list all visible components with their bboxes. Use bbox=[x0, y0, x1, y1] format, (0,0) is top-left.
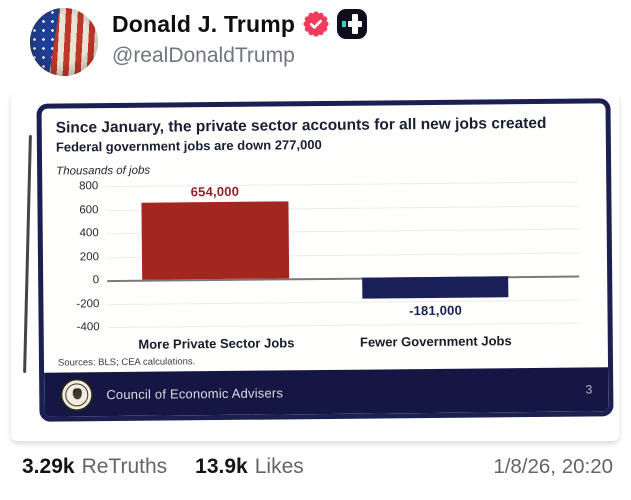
avatar-shading bbox=[30, 8, 98, 76]
likes-label: Likes bbox=[254, 455, 304, 478]
post-media-image[interactable]: Since January, the private sector accoun… bbox=[11, 93, 619, 441]
photo-edge-artifact bbox=[23, 134, 32, 374]
y-tick-label: -200 bbox=[76, 297, 100, 310]
y-tick-label: 800 bbox=[79, 180, 99, 193]
bar-chart: 800 600 400 200 0 -200 -400 654,000 -181,000 Mor… bbox=[56, 173, 594, 356]
slide-body: Since January, the private sector accoun… bbox=[42, 103, 609, 372]
y-tick-label: 600 bbox=[79, 203, 99, 216]
bar-value-label: -181,000 bbox=[408, 302, 463, 319]
retruths-label: ReTruths bbox=[81, 455, 168, 478]
category-label: More Private Sector Jobs bbox=[138, 335, 295, 352]
author-name[interactable]: Donald J. Trump bbox=[112, 10, 296, 37]
footer-org-name: Council of Economic Advisers bbox=[106, 384, 284, 402]
cea-slide: Since January, the private sector accoun… bbox=[36, 98, 614, 422]
y-tick-label: 200 bbox=[79, 250, 100, 263]
category-labels: More Private Sector Jobs Fewer Government… bbox=[108, 333, 580, 355]
likes-stat[interactable]: 13.9k Likes bbox=[195, 455, 304, 479]
slide-page-number: 3 bbox=[585, 382, 593, 397]
retruths-stat[interactable]: 3.29k ReTruths bbox=[22, 455, 167, 479]
avatar[interactable] bbox=[30, 8, 98, 76]
author-handle[interactable]: @realDonaldTrump bbox=[112, 44, 295, 67]
author-row: Donald J. Trump bbox=[112, 8, 368, 40]
truth-plus-badge-icon bbox=[337, 9, 368, 39]
slide-footer: Council of Economic Advisers 3 bbox=[44, 367, 609, 417]
verified-badge-icon bbox=[303, 11, 329, 37]
bar-2 bbox=[362, 276, 509, 299]
y-tick-label: -400 bbox=[76, 321, 100, 334]
cea-seal-icon bbox=[60, 377, 94, 412]
likes-count: 13.9k bbox=[195, 455, 248, 478]
y-tick-label: 0 bbox=[92, 274, 100, 287]
gridline bbox=[107, 322, 580, 329]
y-tick-label: 400 bbox=[79, 227, 99, 240]
post-timestamp: 1/8/26, 20:20 bbox=[493, 455, 613, 478]
bar-value-label: 654,000 bbox=[190, 183, 240, 200]
post-stats: 3.29k ReTruths 13.9k Likes 1/8/26, 20:20 bbox=[22, 455, 613, 479]
category-label: Fewer Government Jobs bbox=[359, 333, 512, 350]
bar-1 bbox=[141, 201, 289, 280]
plot: 800 600 400 200 0 -200 -400 654,000 -181,000 bbox=[76, 180, 580, 333]
retruths-count: 3.29k bbox=[22, 455, 75, 478]
